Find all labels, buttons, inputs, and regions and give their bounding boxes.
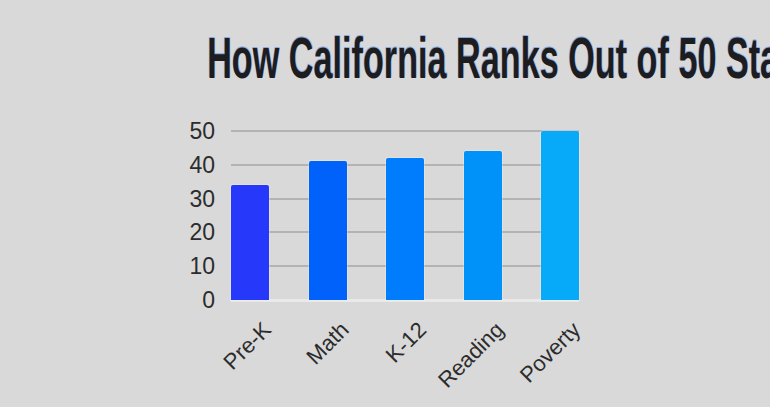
y-tick-label: 20: [130, 218, 215, 246]
gridline: [231, 130, 579, 132]
y-tick-label: 10: [130, 252, 215, 280]
infographic-canvas: How California Ranks Out of 50 States 0 1…: [0, 0, 770, 407]
y-tick-label: 30: [130, 185, 215, 213]
title-row: How California Ranks Out of 50 States: [0, 30, 770, 87]
x-tick-label: Reading: [433, 317, 509, 393]
bar-poverty: [541, 131, 579, 300]
bar-pre-k: [231, 185, 269, 300]
y-tick-label: 0: [130, 286, 215, 314]
bar-reading: [464, 151, 502, 300]
x-tick-label: Math: [301, 317, 354, 370]
y-tick-label: 40: [130, 151, 215, 179]
x-tick-label: Poverty: [515, 317, 586, 388]
x-tick-label: K-12: [380, 317, 431, 368]
chart-title: How California Ranks Out of 50 States: [207, 30, 770, 87]
bar-k-12: [386, 158, 424, 300]
y-tick-label: 50: [130, 117, 215, 145]
x-tick-label: Pre-K: [218, 317, 276, 375]
bar-math: [309, 161, 347, 300]
